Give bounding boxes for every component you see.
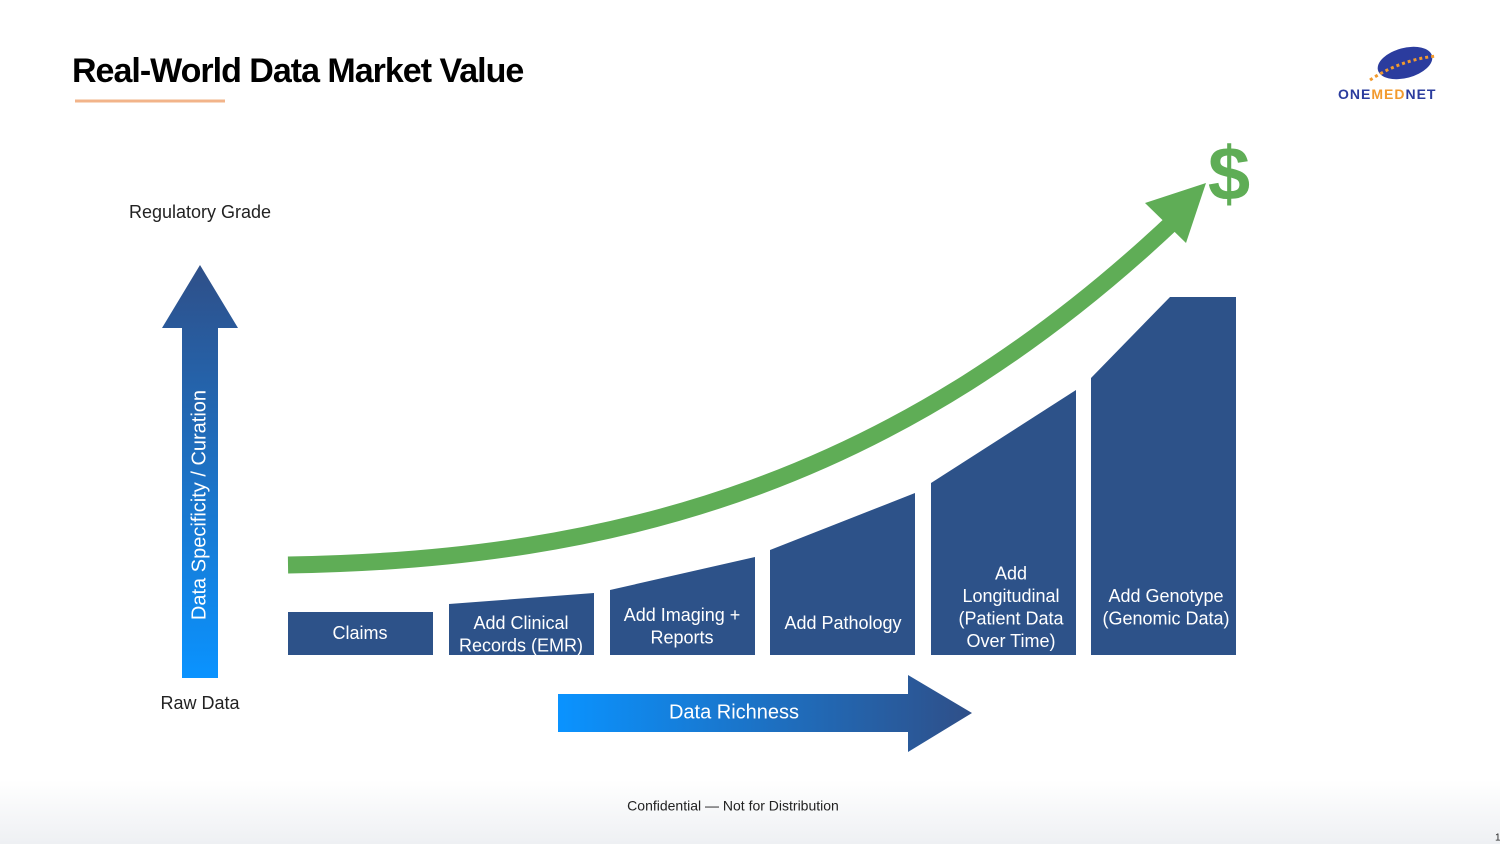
growth-curve xyxy=(287,213,1181,574)
page-number: 1 xyxy=(1495,833,1500,844)
vertical-arrow xyxy=(162,265,238,678)
step-block xyxy=(1091,297,1236,655)
step-block xyxy=(449,593,594,655)
step-block xyxy=(610,557,755,655)
logo-part: MED xyxy=(1371,86,1405,102)
step-block xyxy=(931,390,1076,655)
step-label: Add Pathology xyxy=(784,613,901,633)
step-label: Add Clinical Records (EMR) xyxy=(459,613,583,656)
step-label-line: (Genomic Data) xyxy=(1102,608,1229,628)
logo-mark xyxy=(1377,46,1433,80)
horizontal-arrow xyxy=(558,675,972,752)
step-label-line: Add Imaging + xyxy=(624,605,741,625)
vertical-arrow-label: Data Specificity / Curation xyxy=(188,390,210,620)
step-label-line: Claims xyxy=(332,623,387,643)
step-label: Add Genotype (Genomic Data) xyxy=(1102,586,1229,629)
axis-bottom-label: Raw Data xyxy=(160,693,240,713)
step-label-line: Reports xyxy=(650,627,713,647)
step-block xyxy=(288,612,433,655)
step-label-line: Add Clinical xyxy=(473,613,568,633)
step-label: Claims xyxy=(332,623,387,643)
growth-arrowhead xyxy=(1145,183,1206,243)
footer-band xyxy=(0,780,1500,844)
steps xyxy=(288,297,1236,655)
dollar-sign: $ xyxy=(1208,132,1250,217)
step-label: Add Longitudinal (Patient Data Over Time) xyxy=(958,563,1064,651)
step-label-line: Over Time) xyxy=(966,631,1055,651)
logo: ONEMEDNET xyxy=(1338,46,1437,102)
footer-text: Confidential — Not for Distribution xyxy=(627,798,839,814)
step-label-line: Add xyxy=(995,563,1027,583)
logo-part: ONE xyxy=(1338,86,1371,102)
logo-part: NET xyxy=(1405,86,1436,102)
step-block xyxy=(770,493,915,655)
logo-orbit xyxy=(1369,54,1437,82)
axis-top-label: Regulatory Grade xyxy=(129,202,271,222)
title: Real-World Data Market Value xyxy=(72,52,523,90)
logo-text: ONEMEDNET xyxy=(1338,86,1436,102)
step-label-line: (Patient Data xyxy=(958,608,1064,628)
step-label-line: Add Pathology xyxy=(784,613,901,633)
step-label-line: Longitudinal xyxy=(962,586,1059,606)
step-label-line: Records (EMR) xyxy=(459,635,583,655)
step-label: Add Imaging + Reports xyxy=(624,605,741,648)
horizontal-arrow-label: Data Richness xyxy=(669,701,799,723)
step-label-line: Add Genotype xyxy=(1108,586,1223,606)
